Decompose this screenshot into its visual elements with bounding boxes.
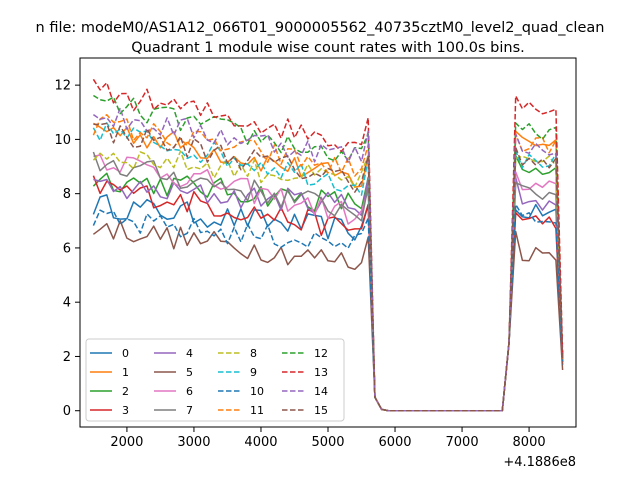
x-axis-offset-label: +4.1886e8 [503,455,576,470]
figure-suptitle: n file: modeM0/AS1A12_066T01_9000005562_… [36,20,605,36]
x-tick-label: 3000 [177,435,210,450]
legend-label-5: 5 [186,366,193,379]
series-line-12 [93,94,564,412]
legend-label-1: 1 [122,366,129,379]
y-tick-label: 10 [54,133,71,148]
legend-label-4: 4 [186,347,193,360]
legend-label-7: 7 [186,404,193,417]
legend-box [85,338,345,422]
x-tick-label: 8000 [513,435,546,450]
legend-label-2: 2 [122,385,129,398]
y-tick-label: 4 [63,296,71,311]
legend-label-15: 15 [314,404,328,417]
y-axis-ticks: 0 2 4 6 8 10 12 [54,79,80,419]
legend-label-6: 6 [186,385,193,398]
legend-label-13: 13 [314,366,328,379]
x-tick-label: 2000 [110,435,143,450]
x-tick-label: 6000 [378,435,411,450]
series-line-15 [93,122,564,412]
series-lines [92,78,564,412]
x-axis-ticks: 2000 3000 4000 5000 6000 7000 8000 [110,427,546,450]
chart-title: Quadrant 1 module wise count rates with … [131,40,525,56]
legend-label-3: 3 [122,404,129,417]
y-tick-label: 8 [63,187,71,202]
series-line-10 [92,203,564,412]
legend-label-10: 10 [250,385,264,398]
legend-label-8: 8 [250,347,257,360]
x-tick-label: 5000 [311,435,344,450]
legend-label-12: 12 [314,347,328,360]
x-tick-label: 4000 [244,435,277,450]
legend-label-14: 14 [314,385,328,398]
y-tick-label: 0 [63,404,71,419]
legend-label-9: 9 [250,366,257,379]
legend-label-11: 11 [250,404,264,417]
y-tick-label: 6 [63,241,71,256]
y-tick-label: 2 [63,350,71,365]
legend-label-0: 0 [122,347,129,360]
y-tick-label: 12 [54,79,71,94]
series-line-14 [92,107,564,412]
x-tick-label: 7000 [446,435,479,450]
